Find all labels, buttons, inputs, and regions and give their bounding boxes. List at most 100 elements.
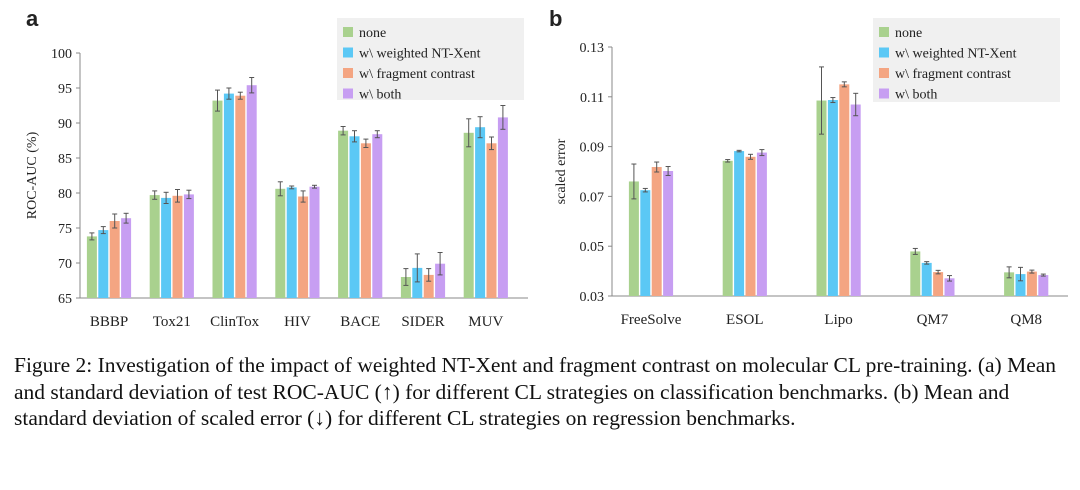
x-tick-label: HIV — [284, 314, 311, 330]
bar-bbbp-fragment — [109, 221, 120, 298]
bar-muv-both — [497, 117, 508, 299]
legend-swatch-both — [343, 88, 353, 99]
bar-qm8-fragment — [1026, 271, 1037, 296]
bar-hiv-weighted — [286, 187, 297, 298]
y-axis-title: scaled error — [554, 138, 569, 204]
legend-label-none: none — [359, 26, 386, 41]
legend-swatch-none — [879, 27, 889, 37]
legend-background — [337, 18, 524, 100]
y-tick-label: 80 — [58, 187, 72, 202]
legend-label-both: w\ both — [359, 88, 401, 103]
y-tick-label: 65 — [58, 292, 72, 307]
x-tick-label: QM8 — [1010, 312, 1042, 328]
panel-letter: b — [549, 6, 562, 31]
y-axis-title: ROC-AUC (%) — [25, 131, 40, 219]
y-tick-label: 75 — [58, 222, 72, 237]
legend-background — [873, 18, 1060, 102]
bar-bbbp-both — [121, 218, 132, 298]
bar-clintox-fragment — [235, 95, 246, 298]
chart-panel-b: b 0.03 0.05 0.07 0.09 0.11 0.13 scaled error Fre… — [549, 6, 1068, 328]
bar-lipo-both — [850, 104, 861, 296]
y-tick-label: 0.13 — [580, 41, 605, 56]
bar-qm8-both — [1038, 275, 1049, 296]
bar-sider-weighted — [412, 267, 423, 298]
legend-swatch-fragment — [879, 68, 889, 78]
legend-label-none: none — [895, 26, 922, 41]
bar-sider-fragment — [423, 274, 434, 298]
bar-sider-both — [435, 263, 446, 298]
bar-clintox-weighted — [223, 93, 234, 298]
bar-qm7-fragment — [933, 272, 944, 296]
bar-tox21-fragment — [172, 195, 183, 298]
legend-swatch-both — [879, 88, 889, 99]
bar-qm8-weighted — [1015, 274, 1026, 296]
bar-bace-both — [372, 134, 383, 298]
bar-muv-weighted — [475, 127, 486, 298]
x-tick-label: BBBP — [90, 314, 128, 330]
y-tick-label: 0.05 — [580, 240, 605, 255]
bar-freesolve-fragment — [651, 167, 662, 296]
x-tick-label: BACE — [340, 314, 380, 330]
bar-freesolve-weighted — [640, 190, 651, 296]
x-tick-label: Lipo — [824, 312, 852, 328]
bar-hiv-both — [309, 186, 320, 298]
bar-sider-none — [400, 277, 411, 298]
legend-swatch-weighted — [343, 47, 353, 58]
x-tick-label: FreeSolve — [621, 312, 682, 328]
bar-freesolve-both — [663, 171, 674, 296]
y-tick-label: 70 — [58, 257, 72, 272]
y-tick-label: 0.07 — [580, 190, 605, 205]
bar-bace-weighted — [349, 136, 360, 298]
bar-tox21-weighted — [161, 197, 172, 298]
legend-label-both: w\ both — [895, 88, 937, 103]
bar-hiv-none — [275, 188, 286, 298]
bar-esol-weighted — [734, 151, 745, 296]
legend-swatch-weighted — [879, 47, 889, 58]
bar-esol-fragment — [745, 156, 756, 296]
bar-clintox-none — [212, 100, 223, 298]
bar-muv-fragment — [486, 143, 497, 298]
legend-label-weighted: w\ weighted NT-Xent — [895, 47, 1017, 62]
bar-esol-none — [722, 160, 733, 296]
legend-label-weighted: w\ weighted NT-Xent — [359, 47, 481, 62]
x-tick-label: QM7 — [917, 312, 949, 328]
legend: none w\ weighted NT-Xent w\ fragment contr… — [873, 18, 1060, 103]
y-tick-label: 0.11 — [580, 91, 604, 106]
y-tick-label: 100 — [51, 47, 72, 62]
bar-lipo-fragment — [839, 84, 850, 296]
legend-swatch-fragment — [343, 68, 353, 78]
legend-swatch-none — [343, 27, 353, 37]
x-tick-label: SIDER — [401, 314, 444, 330]
panel-letter: a — [26, 6, 39, 31]
bar-muv-none — [463, 132, 474, 298]
bar-esol-both — [756, 152, 767, 296]
bar-lipo-none — [816, 100, 827, 296]
bar-clintox-both — [246, 85, 257, 298]
y-tick-label: 85 — [58, 152, 72, 167]
bar-tox21-none — [149, 195, 160, 298]
figure-caption: Figure 2: Investigation of the impact of… — [14, 353, 1057, 430]
y-tick-label: 0.03 — [580, 290, 605, 305]
bar-bbbp-none — [86, 236, 97, 298]
bar-bace-none — [338, 130, 349, 298]
legend: none w\ weighted NT-Xent w\ fragment contr… — [337, 18, 524, 103]
bar-bbbp-weighted — [98, 230, 109, 298]
chart-panel-a: a 65 70 75 80 85 90 95 100 ROC-AUC (%) BBBP Tox21 Cl… — [25, 6, 528, 330]
x-tick-label: ClinTox — [210, 314, 259, 330]
bar-qm8-none — [1004, 272, 1015, 296]
x-tick-label: Tox21 — [153, 314, 191, 330]
legend-label-fragment: w\ fragment contrast — [359, 67, 475, 82]
bar-bace-fragment — [360, 143, 371, 298]
bar-freesolve-none — [628, 181, 639, 296]
y-tick-label: 90 — [58, 117, 72, 132]
bar-qm7-both — [944, 278, 955, 296]
bar-qm7-weighted — [921, 262, 932, 296]
y-tick-label: 95 — [58, 82, 72, 97]
x-tick-label: ESOL — [726, 312, 764, 328]
bar-hiv-fragment — [298, 196, 309, 298]
y-tick-label: 0.09 — [580, 141, 605, 156]
x-tick-label: MUV — [468, 314, 503, 330]
bar-tox21-both — [183, 194, 194, 298]
legend-label-fragment: w\ fragment contrast — [895, 67, 1011, 82]
